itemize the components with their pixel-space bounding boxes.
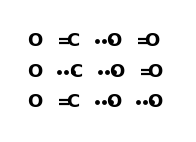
Text: C: C (66, 93, 80, 111)
Text: O: O (148, 93, 163, 111)
Text: O: O (27, 32, 43, 50)
Text: O: O (110, 63, 125, 81)
Text: O: O (106, 93, 122, 111)
Text: O: O (106, 32, 122, 50)
Text: C: C (66, 32, 80, 50)
Text: C: C (70, 63, 83, 81)
Text: O: O (144, 32, 160, 50)
Text: O: O (27, 63, 43, 81)
Text: O: O (148, 63, 163, 81)
Text: O: O (27, 93, 43, 111)
